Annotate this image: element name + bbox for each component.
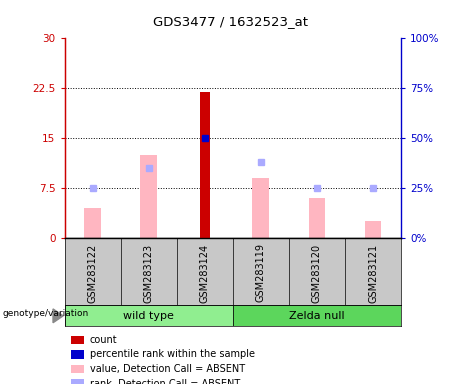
Bar <box>140 155 157 238</box>
Text: GSM283124: GSM283124 <box>200 243 210 303</box>
Text: percentile rank within the sample: percentile rank within the sample <box>90 349 255 359</box>
Bar <box>365 222 381 238</box>
Text: genotype/variation: genotype/variation <box>2 310 89 318</box>
Text: GSM283120: GSM283120 <box>312 243 322 303</box>
Bar <box>200 92 210 238</box>
Bar <box>233 305 401 326</box>
Bar <box>84 208 101 238</box>
Text: GDS3477 / 1632523_at: GDS3477 / 1632523_at <box>153 15 308 28</box>
Text: rank, Detection Call = ABSENT: rank, Detection Call = ABSENT <box>90 379 240 384</box>
Text: wild type: wild type <box>123 311 174 321</box>
Text: count: count <box>90 335 118 345</box>
Text: Zelda null: Zelda null <box>289 311 345 321</box>
Text: GSM283123: GSM283123 <box>144 243 154 303</box>
Text: GSM283122: GSM283122 <box>88 243 98 303</box>
Bar <box>308 198 325 238</box>
Bar <box>65 305 233 326</box>
Bar <box>253 178 269 238</box>
Text: value, Detection Call = ABSENT: value, Detection Call = ABSENT <box>90 364 245 374</box>
Text: GSM283119: GSM283119 <box>256 243 266 303</box>
Text: GSM283121: GSM283121 <box>368 243 378 303</box>
